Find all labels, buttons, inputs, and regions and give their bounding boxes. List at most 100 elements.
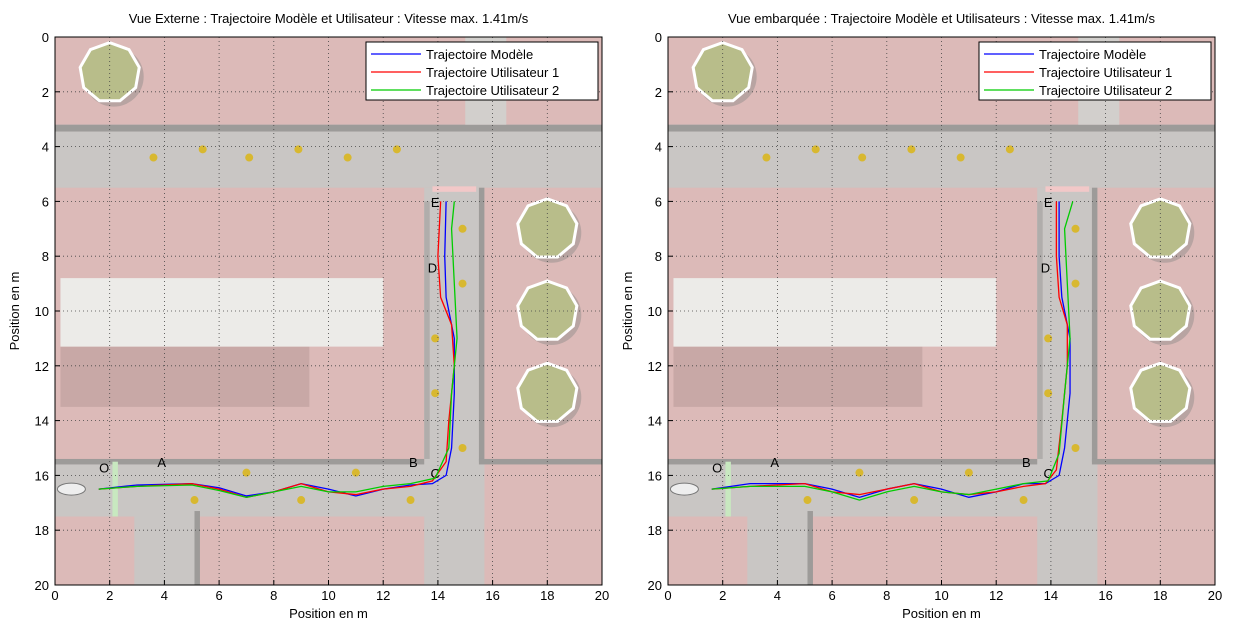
bollard xyxy=(190,496,199,505)
curb xyxy=(55,458,425,465)
legend-label: Trajectoire Utilisateur 1 xyxy=(426,65,559,80)
marker xyxy=(432,186,477,192)
curb xyxy=(424,201,430,459)
road xyxy=(668,124,1215,188)
bollard xyxy=(242,468,251,477)
bollard xyxy=(431,389,440,398)
plot-frame xyxy=(54,36,603,586)
curb xyxy=(478,187,485,462)
bollard xyxy=(406,496,415,505)
curb xyxy=(1091,187,1098,462)
x-tick-label: 16 xyxy=(485,588,499,603)
chart-title: Vue embarquée : Trajectoire Modèle et Ut… xyxy=(728,11,1156,26)
y-tick-label: 6 xyxy=(42,194,49,209)
annotation: A xyxy=(770,455,779,470)
legend-label: Trajectoire Utilisateur 1 xyxy=(1039,65,1172,80)
y-tick-label: 14 xyxy=(35,414,49,429)
tree xyxy=(516,197,579,259)
trajectory-line xyxy=(98,201,455,498)
bollard xyxy=(1071,224,1080,233)
annotation: E xyxy=(431,195,440,210)
bollard xyxy=(343,153,352,162)
x-tick-label: 0 xyxy=(51,588,58,603)
tree xyxy=(691,41,754,103)
y-tick-label: 10 xyxy=(648,304,662,319)
building xyxy=(60,278,384,347)
curb xyxy=(194,511,200,585)
legend-label: Trajectoire Modèle xyxy=(426,47,533,62)
building xyxy=(673,278,997,347)
x-tick-label: 20 xyxy=(1208,588,1222,603)
marker xyxy=(1045,186,1090,192)
road xyxy=(668,461,1098,517)
bollard xyxy=(458,279,467,288)
chart-title: Vue Externe : Trajectoire Modèle et Util… xyxy=(129,11,529,26)
bollard xyxy=(1071,444,1080,452)
x-tick-label: 2 xyxy=(719,588,726,603)
legend-label: Trajectoire Modèle xyxy=(1039,47,1146,62)
tree xyxy=(1129,279,1192,341)
map-background xyxy=(55,37,602,585)
x-axis-label: Position en m xyxy=(289,606,368,621)
shadow xyxy=(60,346,310,407)
annotation: D xyxy=(1041,261,1050,276)
bollard xyxy=(1044,334,1053,343)
y-tick-label: 20 xyxy=(648,578,662,593)
y-tick-label: 10 xyxy=(35,304,49,319)
y-tick-label: 8 xyxy=(655,249,662,264)
bollard xyxy=(858,153,867,162)
x-tick-label: 20 xyxy=(595,588,609,603)
x-tick-label: 10 xyxy=(321,588,335,603)
x-tick-label: 14 xyxy=(431,588,445,603)
bollard xyxy=(855,468,864,477)
bollard xyxy=(907,145,916,154)
annotation: B xyxy=(409,455,418,470)
legend-label: Trajectoire Utilisateur 2 xyxy=(426,83,559,98)
y-tick-label: 2 xyxy=(42,85,49,100)
x-tick-label: 4 xyxy=(161,588,168,603)
x-tick-label: 0 xyxy=(664,588,671,603)
road xyxy=(134,516,198,585)
x-tick-label: 2 xyxy=(106,588,113,603)
bollard xyxy=(1019,496,1028,505)
bollard xyxy=(803,496,812,505)
y-axis-label: Position en m xyxy=(620,272,635,351)
bollard xyxy=(198,145,207,154)
bollard xyxy=(811,145,820,154)
x-tick-label: 4 xyxy=(774,588,781,603)
x-tick-label: 16 xyxy=(1098,588,1112,603)
bollard xyxy=(245,153,254,162)
y-tick-label: 16 xyxy=(648,468,662,483)
x-tick-label: 18 xyxy=(540,588,554,603)
y-tick-label: 0 xyxy=(42,30,49,45)
tree xyxy=(516,279,579,341)
y-tick-label: 0 xyxy=(655,30,662,45)
y-tick-label: 4 xyxy=(42,140,49,155)
legend: Trajectoire Modèle Trajectoire Utilisateu… xyxy=(978,41,1212,101)
x-tick-label: 6 xyxy=(828,588,835,603)
bollard xyxy=(1071,279,1080,288)
bollard xyxy=(392,145,401,154)
road xyxy=(1037,187,1098,585)
x-tick-label: 8 xyxy=(270,588,277,603)
curb xyxy=(668,458,1038,465)
tree xyxy=(78,41,141,103)
y-tick-label: 2 xyxy=(655,85,662,100)
shadow xyxy=(673,346,923,407)
y-tick-label: 12 xyxy=(648,359,662,374)
bollard xyxy=(458,224,467,233)
y-tick-label: 16 xyxy=(35,468,49,483)
x-tick-label: 6 xyxy=(215,588,222,603)
x-tick-label: 8 xyxy=(883,588,890,603)
annotation: A xyxy=(157,455,166,470)
annotation: O xyxy=(712,461,722,476)
curb xyxy=(1091,458,1215,465)
tree xyxy=(1129,361,1192,423)
bollard xyxy=(956,153,965,162)
bollard xyxy=(294,145,303,154)
annotation: C xyxy=(430,466,439,481)
road xyxy=(55,461,485,517)
bollard xyxy=(351,468,360,477)
